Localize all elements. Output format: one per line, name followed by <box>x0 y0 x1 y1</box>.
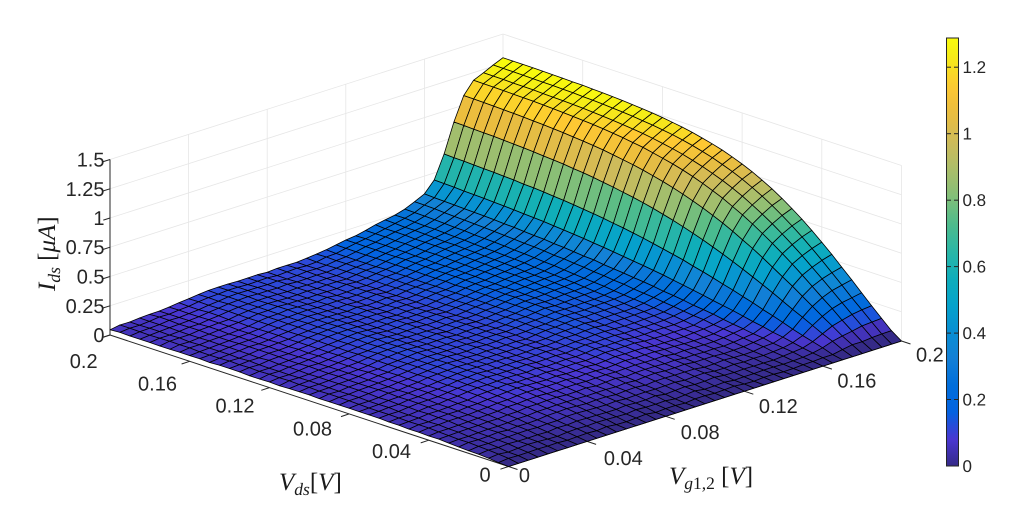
svg-text:0.08: 0.08 <box>293 419 332 441</box>
svg-text:0.12: 0.12 <box>216 396 255 418</box>
svg-text:1: 1 <box>963 125 972 144</box>
svg-text:0.04: 0.04 <box>372 441 411 463</box>
svg-text:0.12: 0.12 <box>759 396 798 418</box>
svg-text:Ids [μA]: Ids [μA] <box>34 216 64 292</box>
svg-text:0: 0 <box>963 457 972 476</box>
svg-text:0.25: 0.25 <box>66 296 105 318</box>
svg-text:0.8: 0.8 <box>963 191 987 210</box>
svg-text:Vds[V]: Vds[V] <box>279 469 342 499</box>
svg-text:1.25: 1.25 <box>66 179 105 201</box>
svg-text:0.2: 0.2 <box>916 345 944 367</box>
svg-text:0.6: 0.6 <box>963 258 987 277</box>
svg-text:0.2: 0.2 <box>70 351 98 373</box>
svg-text:0.75: 0.75 <box>66 237 105 259</box>
svg-text:0.04: 0.04 <box>604 448 643 470</box>
svg-text:0.5: 0.5 <box>77 267 105 289</box>
svg-text:0: 0 <box>93 325 104 347</box>
svg-text:1.5: 1.5 <box>77 150 105 172</box>
svg-text:0.16: 0.16 <box>837 371 876 393</box>
svg-text:0: 0 <box>479 465 490 487</box>
svg-text:0: 0 <box>519 465 530 487</box>
svg-text:1.2: 1.2 <box>963 58 987 77</box>
svg-text:0.16: 0.16 <box>138 374 177 396</box>
svg-text:0.4: 0.4 <box>963 324 987 343</box>
svg-text:0.2: 0.2 <box>963 391 987 410</box>
svg-text:0.08: 0.08 <box>681 422 720 444</box>
svg-text:Vg1,2 [V]: Vg1,2 [V] <box>669 463 753 493</box>
svg-text:1: 1 <box>93 208 104 230</box>
